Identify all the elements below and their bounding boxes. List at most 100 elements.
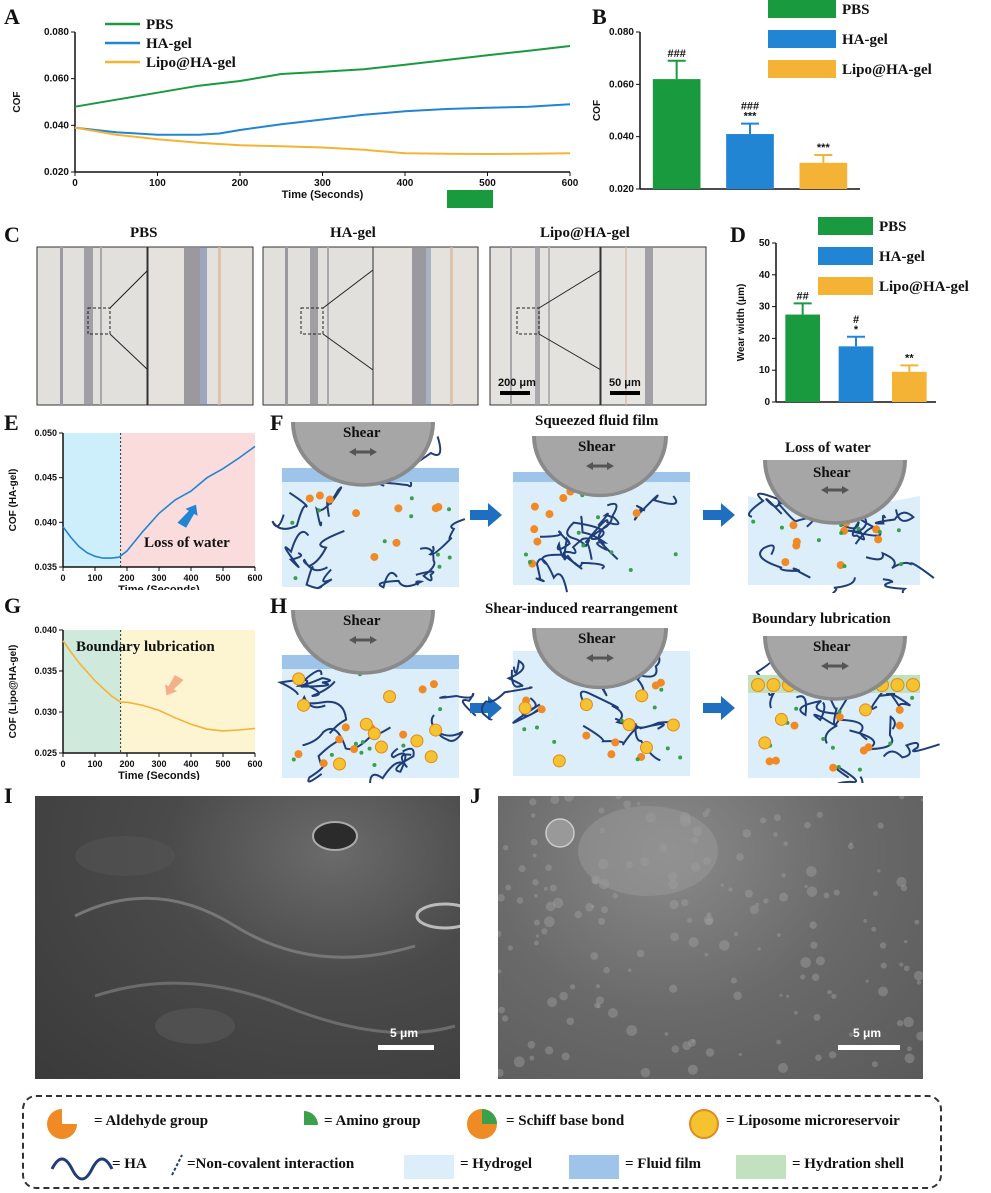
surface-particle (607, 1008, 618, 1018)
surface-particle (530, 813, 536, 818)
amino-node (360, 740, 365, 745)
liposome (367, 727, 381, 741)
surface-particle (833, 889, 840, 896)
liposome (906, 678, 920, 692)
x-axis-label: Time (Seconds) (118, 584, 200, 590)
surface-particle (545, 864, 553, 872)
surface-particle (705, 917, 713, 926)
large-particle (545, 818, 575, 848)
legend-swatch (768, 60, 836, 78)
panel-c-title-lipo: Lipo@HA-gel (540, 225, 630, 241)
y-tick-label: 0.020 (44, 167, 69, 178)
panel-c: PBS HA-gel Lipo@HA-gel (0, 215, 730, 410)
schiff-node (874, 535, 883, 544)
chart-g: 0.025 0.030 0.035 0.040 0 100 200 300 400 500 600 T… (8, 625, 263, 780)
y-axis-label: COF (592, 100, 603, 121)
panel-f-drawing (271, 422, 935, 593)
surface-particle (896, 1019, 904, 1027)
schiff-node (771, 756, 780, 765)
surface-particle (559, 991, 568, 1001)
amino-node (329, 752, 334, 757)
amino-node (401, 743, 406, 748)
amino-node (534, 725, 539, 730)
surface-particle (880, 962, 887, 969)
liposome (552, 754, 566, 768)
ha-chain (813, 701, 838, 744)
amino-node (635, 757, 640, 762)
legend-swatch (818, 217, 873, 235)
surface-particle (773, 832, 778, 837)
non-covalent-icon (171, 1154, 183, 1176)
surface-particle (600, 906, 609, 914)
amino-node (652, 705, 657, 710)
legend-fluid-film: = Fluid film (625, 1156, 702, 1172)
surface-particle (776, 1039, 782, 1045)
bar-lipo-ha-gel (799, 162, 848, 189)
y-tick-label: 50 (759, 238, 771, 249)
liposome (424, 750, 438, 764)
y-tick-label: 0.060 (44, 74, 69, 85)
x-tick-label: 500 (479, 178, 496, 189)
ha-chain (541, 537, 585, 565)
legend-noncovalent: =Non-covalent interaction (187, 1156, 355, 1172)
surface-particle (873, 890, 879, 896)
legend-label: HA-gel (879, 249, 925, 265)
series-line-lipo-ha-gel (74, 126, 571, 156)
surface-particle (688, 937, 699, 948)
ha-chain (271, 491, 308, 530)
liposome (639, 741, 653, 755)
schiff-node (765, 757, 774, 766)
surface-particle (636, 802, 641, 806)
panel-h-shear-2: Shear (578, 631, 616, 647)
x-axis-label: Time (Seconds) (118, 770, 200, 780)
surface-particle (794, 1010, 798, 1015)
panel-label-g: G (4, 593, 22, 618)
amino-node (609, 550, 614, 555)
ha-chain (369, 753, 412, 783)
significance-mark: *** (744, 111, 758, 123)
surface-particle (757, 947, 761, 951)
amino-node (291, 757, 296, 762)
liposome (579, 698, 593, 712)
ha-chain (378, 571, 425, 589)
y-tick-label: 20 (759, 333, 771, 344)
amino-node (751, 519, 756, 524)
amino-node (409, 496, 414, 501)
process-arrow-icon (703, 503, 735, 527)
ha-chain (506, 659, 525, 688)
schiff-node (537, 705, 546, 714)
legend-liposome: = Liposome microreservoir (726, 1113, 900, 1129)
schiff-node (859, 746, 868, 755)
surface-particle (916, 980, 922, 985)
surface-particle (733, 931, 739, 937)
surface-particle (749, 905, 759, 915)
ha-chain (390, 747, 415, 773)
liposome (518, 701, 532, 715)
surface-particle (783, 841, 788, 847)
surface-particle (681, 899, 689, 907)
legend-swatch (768, 30, 836, 48)
bar-lipo-ha-gel (892, 371, 927, 402)
micrograph-pbs (36, 246, 254, 406)
amino-node (856, 526, 861, 531)
surface-particle (550, 796, 560, 805)
surface-particle (501, 1015, 509, 1022)
liposome (359, 717, 373, 731)
amino-node (619, 718, 624, 723)
surface-particle (569, 984, 576, 990)
surface-particle (705, 1048, 715, 1057)
schiff-node (836, 561, 845, 570)
surface-particle (813, 1013, 821, 1021)
surface-particle (498, 1006, 505, 1014)
micrograph-ha-gel (262, 246, 479, 406)
panel-label-b: B (592, 4, 607, 29)
chart-g-annotation: Boundary lubrication (76, 639, 215, 655)
schiff-node (399, 730, 408, 739)
x-tick-label: 600 (562, 178, 579, 189)
hydrogel-block (513, 480, 690, 585)
fluid-film-swatch (569, 1155, 619, 1179)
scale-label-200um: 200 μm (498, 377, 536, 389)
panel-f-shear-3: Shear (813, 465, 851, 481)
surface-particle (533, 940, 539, 946)
significance-mark: ** (905, 352, 914, 364)
